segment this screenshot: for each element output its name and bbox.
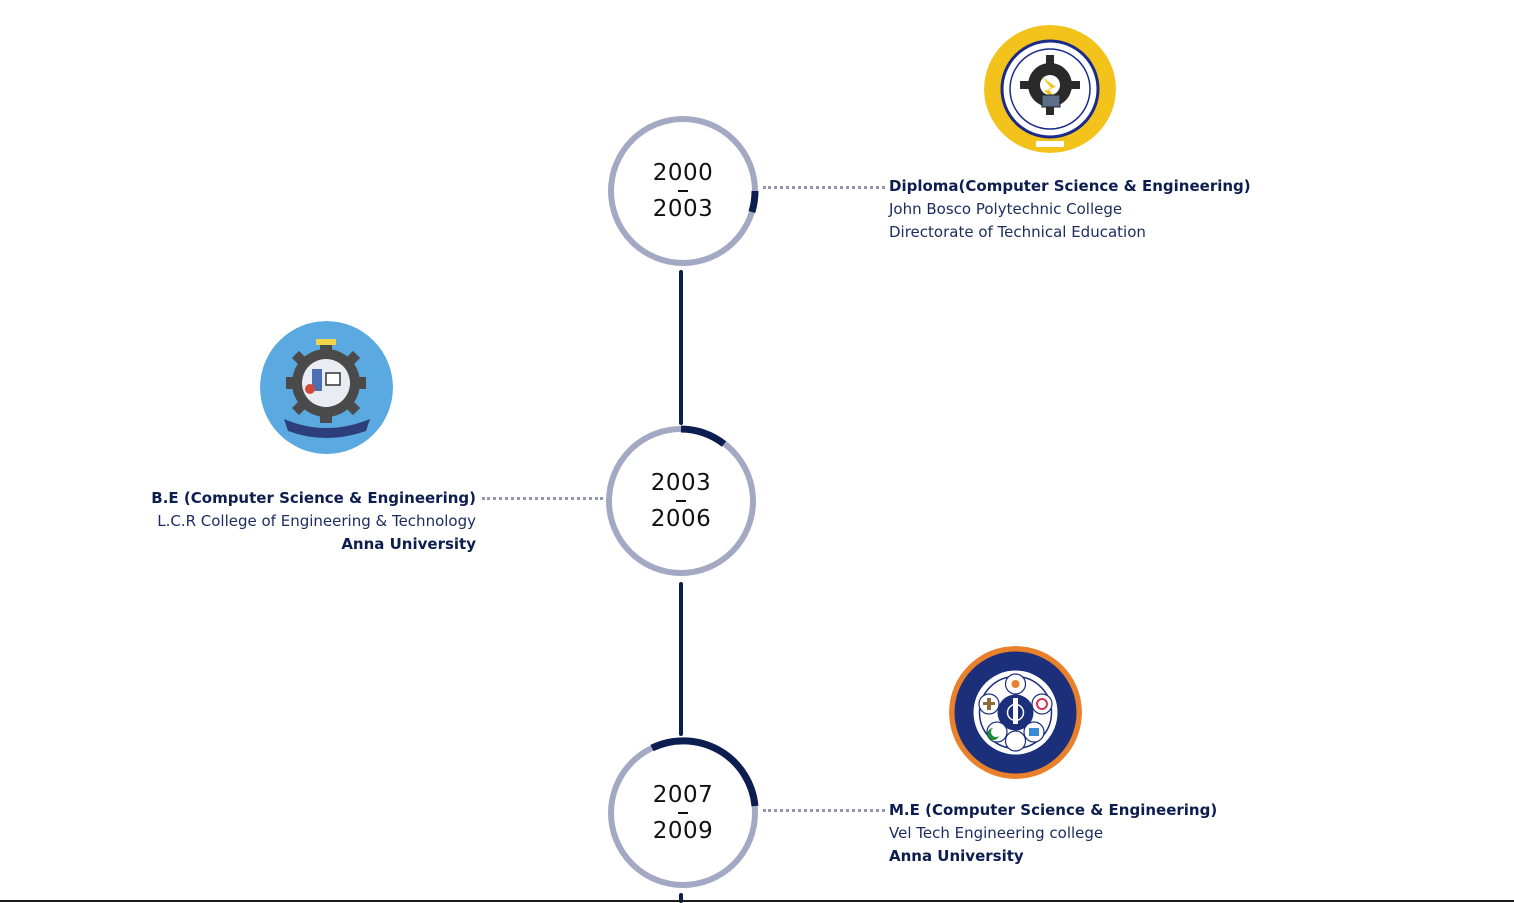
- degree-title: Diploma(Computer Science & Engineering): [889, 177, 1251, 195]
- john-bosco-polytechnic-logo-icon: [984, 25, 1116, 153]
- year-range: 2007 2009: [606, 736, 760, 890]
- year-dash: [678, 189, 688, 192]
- year-circle-2003-2006: 2003 2006: [604, 424, 758, 578]
- year-start: 2000: [652, 159, 714, 186]
- year-end: 2009: [652, 817, 714, 844]
- timeline-line-segment-3: [679, 893, 683, 903]
- education-entry-diploma: Diploma(Computer Science & Engineering) …: [889, 175, 1251, 244]
- year-circle-2007-2009: 2007 2009: [606, 736, 760, 890]
- timeline-line-segment-2: [679, 582, 683, 736]
- connector-dotted: [763, 186, 885, 189]
- lcr-college-logo-icon: [260, 321, 393, 454]
- year-start: 2003: [650, 469, 712, 496]
- degree-title: B.E (Computer Science & Engineering): [151, 489, 476, 507]
- institution-name: John Bosco Polytechnic College: [889, 200, 1123, 218]
- connector-dotted: [482, 497, 603, 500]
- institution-name: Vel Tech Engineering college: [889, 824, 1104, 842]
- year-dash: [678, 811, 688, 814]
- timeline-line-segment-1: [679, 270, 683, 425]
- connector-dotted: [763, 809, 885, 812]
- year-range: 2000 2003: [606, 114, 760, 268]
- education-entry-be: B.E (Computer Science & Engineering) L.C…: [151, 487, 476, 556]
- degree-title: M.E (Computer Science & Engineering): [889, 801, 1218, 819]
- year-circle-2000-2003: 2000 2003: [606, 114, 760, 268]
- institution-name: L.C.R College of Engineering & Technolog…: [157, 512, 476, 530]
- education-entry-me: M.E (Computer Science & Engineering) Vel…: [889, 799, 1217, 868]
- year-dash: [676, 499, 686, 502]
- year-start: 2007: [652, 781, 714, 808]
- board-name: Anna University: [341, 535, 476, 553]
- board-name: Directorate of Technical Education: [889, 223, 1146, 241]
- year-end: 2003: [652, 195, 714, 222]
- page-bottom-border: [0, 900, 1514, 902]
- year-range: 2003 2006: [604, 424, 758, 578]
- year-end: 2006: [650, 505, 712, 532]
- board-name: Anna University: [889, 847, 1024, 865]
- vel-tech-logo-icon: [949, 646, 1082, 779]
